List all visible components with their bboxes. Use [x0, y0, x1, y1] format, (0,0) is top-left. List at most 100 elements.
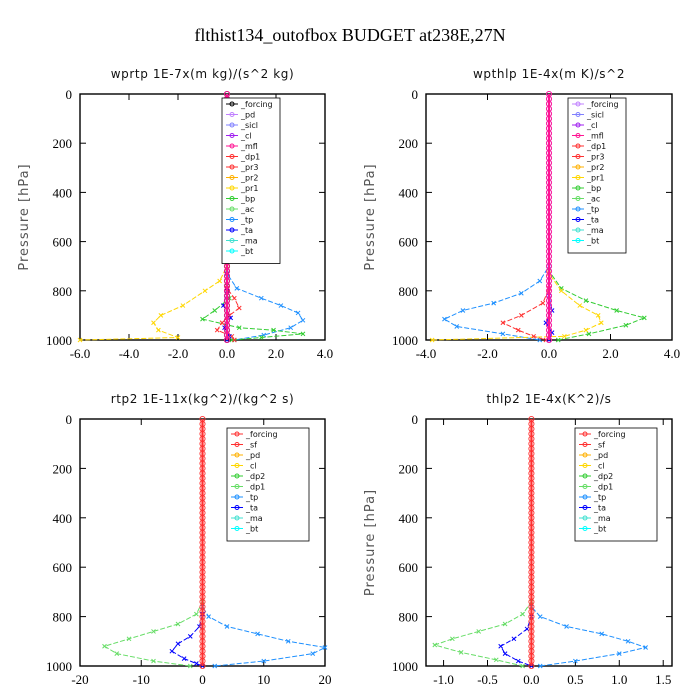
- data-point: [502, 621, 508, 627]
- data-point: [500, 331, 506, 337]
- figure-title: flthist134_outofbox BUDGET at238E,27N: [194, 25, 505, 45]
- legend-label: _forcing: [593, 430, 626, 439]
- legend-marker: [229, 248, 235, 254]
- legend-label: _cl: [245, 462, 257, 471]
- legend-marker: [575, 133, 581, 138]
- y-tick-label: 600: [53, 235, 73, 250]
- legend-marker: [582, 463, 588, 468]
- data-point: [520, 663, 525, 669]
- data-point: [278, 303, 284, 308]
- data-point: [549, 308, 555, 313]
- data-point: [236, 305, 242, 311]
- x-tick-label: -2.0: [477, 346, 498, 361]
- data-point: [493, 657, 499, 663]
- series-line: [433, 419, 532, 667]
- data-point: [577, 303, 583, 308]
- y-tick-label: 400: [53, 185, 73, 200]
- data-point: [181, 656, 187, 661]
- series-line: [79, 94, 228, 341]
- legend-marker: [582, 431, 588, 437]
- series-line: [501, 94, 550, 341]
- legend-label: _tp: [593, 493, 606, 502]
- legend-marker: [582, 505, 588, 510]
- data-point: [616, 651, 622, 657]
- legend-label: _sicl: [240, 121, 258, 130]
- data-point: [518, 313, 524, 318]
- legend-marker: [582, 442, 588, 447]
- y-tick-label: 200: [399, 136, 419, 151]
- legend-label: _pd: [245, 451, 260, 460]
- series-line: [202, 419, 327, 667]
- y-tick-label: 400: [53, 511, 73, 526]
- y-tick-label: 600: [399, 235, 419, 250]
- data-point: [564, 624, 569, 629]
- plot-frame: [79, 93, 326, 341]
- data-point: [599, 631, 605, 637]
- data-point: [623, 322, 629, 328]
- panel-title: thlp2 1E-4x(K^2)/s: [486, 392, 611, 406]
- legend-label: _ma: [593, 514, 611, 523]
- data-point: [212, 308, 218, 313]
- data-point: [114, 651, 120, 657]
- x-tick-label: -2.0: [168, 346, 189, 361]
- data-point: [442, 316, 447, 322]
- data-point: [573, 658, 578, 664]
- legend-label: _ta: [240, 226, 253, 235]
- data-point: [583, 298, 589, 303]
- legend-marker: [575, 185, 581, 191]
- panel-3: rtp2 1E-11x(kg^2)/(kg^2 s)-20 -10 0 10 20020…: [46, 392, 332, 687]
- data-point: [300, 331, 306, 337]
- legend-label: _bp: [586, 184, 601, 193]
- legend-marker: [234, 505, 240, 510]
- legend-label: _pr2: [240, 174, 258, 183]
- data-point: [175, 621, 181, 627]
- legend-label: _forcing: [240, 100, 273, 109]
- data-point: [518, 290, 524, 296]
- legend-label: _bt: [593, 525, 606, 534]
- legend-marker: [234, 515, 240, 521]
- y-tick-label: 600: [399, 560, 419, 575]
- data-point: [545, 336, 553, 344]
- data-point: [151, 320, 156, 326]
- data-point: [543, 320, 549, 326]
- data-point: [537, 663, 543, 669]
- data-point: [227, 295, 232, 301]
- panel-1: wprtp 1E-7x(m kg)/(s^2 kg) Pressure [hPa]…: [17, 67, 333, 361]
- legend-marker: [575, 196, 581, 201]
- data-point: [458, 650, 464, 655]
- legend-label: _ma: [245, 514, 263, 523]
- data-point: [175, 641, 181, 647]
- data-point: [224, 624, 230, 629]
- data-point: [524, 626, 530, 632]
- legend-marker: [582, 515, 588, 521]
- data-point: [156, 327, 161, 333]
- y-tick-label: 600: [53, 560, 73, 575]
- x-tick-label: -4.0: [119, 346, 140, 361]
- data-point: [102, 643, 107, 649]
- data-point: [515, 658, 521, 664]
- panel-title: wprtp 1E-7x(m kg)/(s^2 kg): [111, 67, 295, 81]
- legend-marker: [575, 227, 581, 233]
- legend-box: [226, 427, 310, 542]
- y-tick-label: 1000: [46, 333, 72, 348]
- legend-label: _pd: [593, 451, 608, 460]
- legend-marker: [575, 122, 581, 128]
- legend-marker: [234, 463, 240, 468]
- y-tick-label: 200: [53, 136, 73, 151]
- data-point: [200, 316, 205, 322]
- data-point: [540, 300, 546, 306]
- data-point: [498, 643, 504, 649]
- legend-marker: [582, 526, 588, 531]
- legend-marker: [582, 473, 588, 479]
- legend-marker: [229, 175, 235, 180]
- data-point: [202, 288, 208, 294]
- data-point: [549, 330, 555, 335]
- legend-marker: [234, 494, 240, 500]
- legend-marker: [575, 217, 581, 222]
- data-point: [151, 658, 156, 664]
- x-tick-label: 0.0: [523, 672, 539, 687]
- legend-marker: [234, 431, 240, 437]
- data-point: [175, 335, 181, 340]
- legend-label: _bt: [586, 237, 599, 246]
